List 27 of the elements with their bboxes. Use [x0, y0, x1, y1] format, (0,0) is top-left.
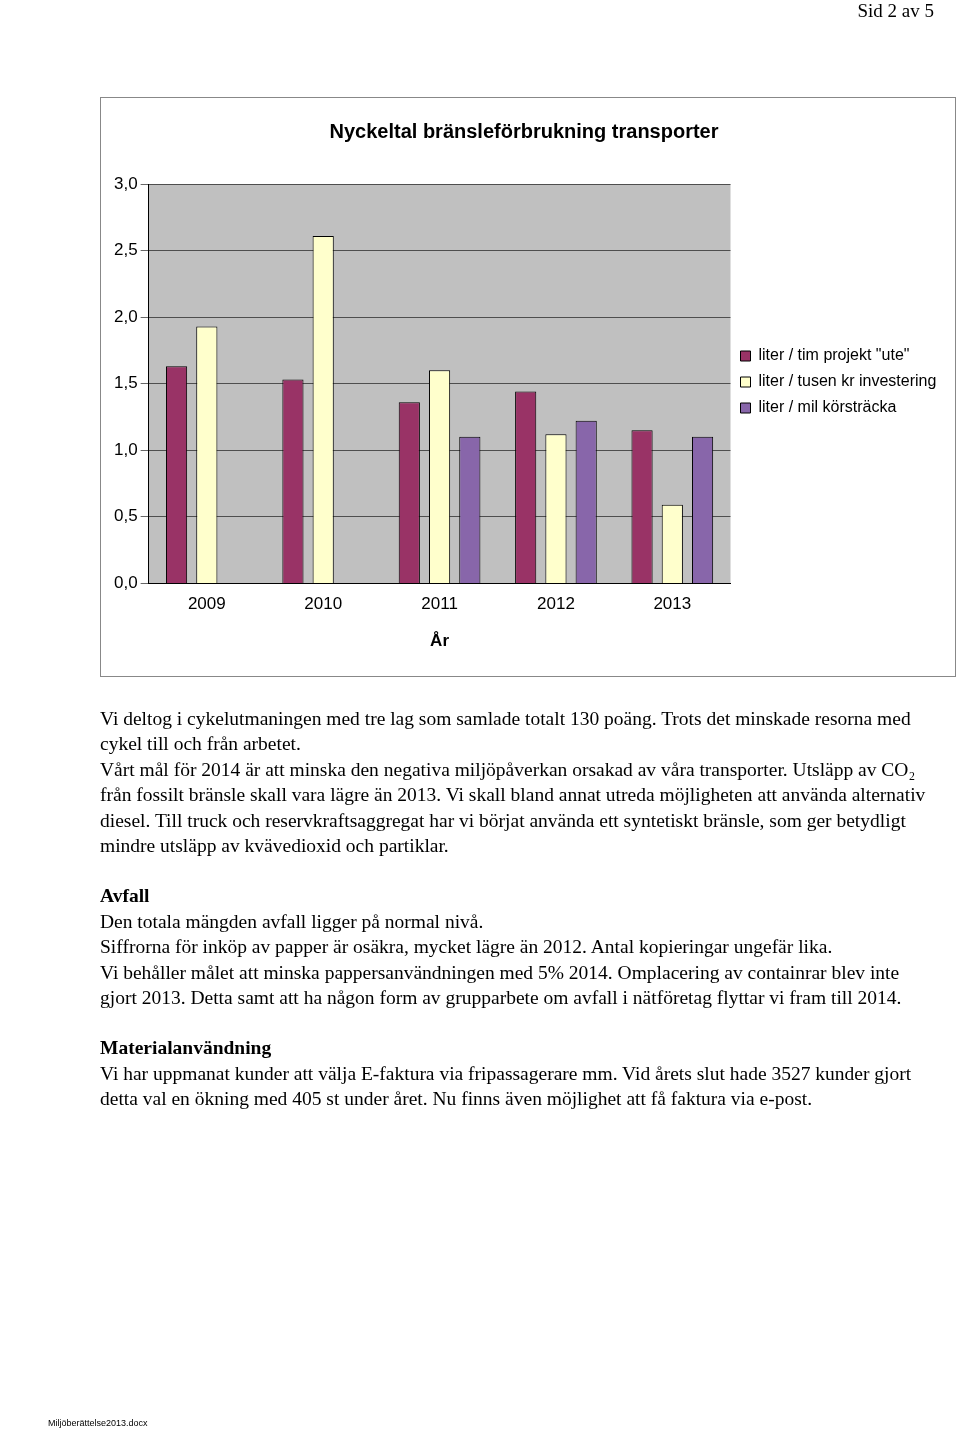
text: Vårt mål för 2014 är att minska den negativa miljöpåverkan orsakad av våra transporter. Utsläpp av CO₂ från fossilt bränsle skall vara lägre än 2013. Vi skall bland annat utreda möjligheten att använda alternativ diesel. Till truck och reservkraftsaggregat har vi börjat använda ett syntetiskt bränsle, som ger betydligt mindre utsläpp av kvävedioxid och partiklar.	[100, 757, 927, 859]
text: Den totala mängden avfall ligger på normal nivå.	[100, 909, 485, 934]
x-tick-label: 2013	[653, 594, 692, 614]
x-tick-label: 2012	[537, 594, 575, 614]
text: Vi har uppmanat kunder att välja E-faktura via fripassagerare mm. Vid årets slut hade 3527 kunder gjort detta val en ökning med 405 st under året. Nu finns även möjlighet att få faktura via e-post.	[100, 1061, 913, 1112]
text: Sid 2 av 5	[857, 0, 934, 22]
y-tick-label: 0,0	[113, 572, 138, 592]
x-tick-label: 2010	[304, 594, 343, 614]
legend-label: liter / tim projekt "ute"	[758, 346, 910, 364]
text: Avfall	[100, 884, 151, 909]
x-axis-title: År	[430, 631, 450, 651]
y-tick-label: 3,0	[113, 173, 138, 193]
text: Vi behåller målet att minska pappersanvändningen med 5% 2014. Omplacering av containrar blev inte gjort 2013. Detta samt att ha någon form av grupparbete om avfall i nätföretag flyttar vi fram till 2014.	[100, 960, 903, 1011]
y-tick-label: 0,5	[113, 506, 138, 526]
y-tick-label: 2,5	[113, 240, 138, 260]
text: Materialanvändning	[100, 1036, 273, 1061]
y-tick-label: 1,5	[113, 373, 138, 393]
text: Miljöberättelse2013.docx	[48, 1418, 148, 1428]
legend-label: liter / tusen kr investering	[758, 372, 937, 390]
text: Siffrorna för inköp av papper är osäkra, mycket lägre än 2012. Antal kopieringar ungefär lika.	[100, 935, 834, 960]
text: Vi deltog i cykelutmaningen med tre lag som samlade totalt 130 poäng. Trots det minskade resorna med cykel till och från arbetet.	[100, 707, 912, 757]
legend-label: liter / mil körsträcka	[758, 398, 897, 416]
x-tick-label: 2011	[421, 594, 458, 614]
x-tick-label: 2009	[187, 594, 226, 614]
y-tick-label: 1,0	[113, 439, 138, 459]
y-tick-label: 2,0	[113, 306, 138, 326]
chart-title: Nyckeltal bränsleförbrukning transporter	[329, 119, 719, 142]
